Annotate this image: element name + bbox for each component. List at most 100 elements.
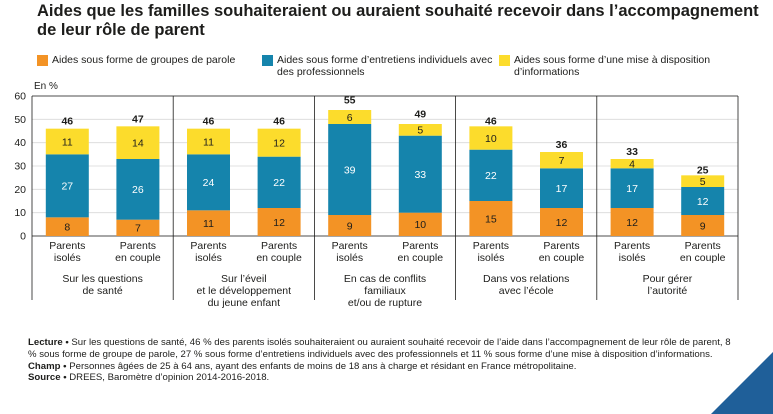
category-label: Parents — [261, 240, 297, 252]
category-label: Parents — [473, 240, 509, 252]
bar-value-label: 14 — [132, 137, 144, 149]
bar-value-label: 11 — [62, 136, 73, 148]
group-label: En cas de conflits — [344, 273, 426, 285]
bar-segment — [187, 128, 230, 155]
category-label: Parents — [190, 240, 226, 252]
bar-total-label: 46 — [485, 116, 497, 128]
bar-segment — [187, 210, 230, 236]
note-source-text: DREES, Baromètre d’opinion 2014-2016-201… — [69, 372, 270, 384]
group-label: avec l’école — [499, 285, 554, 297]
note-source-label: Source • — [28, 372, 67, 384]
bar-segment — [681, 187, 725, 215]
bar-value-label: 11 — [203, 136, 214, 148]
bar-segment — [45, 154, 89, 218]
bar-segment — [116, 159, 160, 220]
group-label: et/ou de rupture — [348, 297, 422, 309]
corner-decoration — [711, 352, 773, 414]
bar-segment — [540, 168, 583, 208]
bar-value-label: 17 — [556, 183, 568, 195]
legend-swatch-orange — [37, 55, 48, 66]
group-label: Sur les questions — [62, 273, 143, 285]
bar-segment — [398, 124, 442, 136]
bar-total-label: 46 — [273, 116, 285, 128]
legend-label: Aides sous forme d’entretiens individuel… — [277, 54, 493, 78]
note-lecture-label: Lecture • — [28, 337, 69, 348]
bar-value-label: 22 — [485, 170, 497, 182]
bar-segment — [257, 208, 301, 236]
bar-total-label: 33 — [626, 146, 638, 158]
y-tick-label: 30 — [14, 161, 26, 173]
category-label: Parents — [120, 240, 156, 252]
bar-value-label: 12 — [626, 217, 638, 229]
legend-swatch-blue — [262, 55, 273, 66]
bar-value-label: 15 — [485, 213, 497, 225]
bar-total-label: 49 — [414, 109, 426, 121]
bar-value-label: 22 — [273, 177, 285, 189]
chart-notes: Lecture • Sur les questions de santé, 46… — [28, 337, 740, 384]
bar-value-label: 10 — [485, 133, 497, 145]
bar-value-label: 12 — [273, 217, 285, 229]
legend-label: Aides sous forme de groupes de parole — [52, 54, 236, 66]
group-label: de santé — [82, 285, 122, 297]
legend-swatch-yellow — [499, 55, 510, 66]
bar-value-label: 8 — [64, 221, 70, 233]
bar-segment — [610, 159, 654, 169]
bar-segment — [469, 201, 513, 236]
bar-value-label: 39 — [344, 164, 356, 176]
category-label: Parents — [543, 240, 579, 252]
category-label: en couple — [256, 252, 302, 264]
bar-segment — [328, 215, 372, 236]
bar-segment — [187, 154, 230, 211]
bar-segment — [328, 110, 372, 124]
group-label: Pour gérer — [643, 273, 693, 285]
bar-segment — [469, 149, 513, 201]
bar-segment — [45, 217, 89, 236]
category-label: Parents — [614, 240, 650, 252]
group-label: Sur l’éveil — [221, 273, 267, 285]
bar-segment — [469, 126, 513, 150]
y-axis-unit: En % — [34, 81, 58, 92]
bar-value-label: 17 — [626, 183, 638, 195]
y-tick-label: 40 — [14, 137, 26, 149]
note-champ: Champ • Personnes âgées de 25 à 64 ans, … — [28, 361, 740, 373]
bar-total-label: 46 — [61, 116, 73, 128]
category-label: en couple — [680, 252, 726, 264]
category-label: isolés — [477, 252, 504, 264]
category-label: en couple — [539, 252, 585, 264]
bar-segment — [540, 208, 583, 236]
bar-segment — [540, 152, 583, 169]
bar-value-label: 12 — [697, 196, 709, 208]
category-label: isolés — [195, 252, 222, 264]
bar-value-label: 5 — [700, 176, 706, 188]
bar-value-label: 4 — [629, 158, 635, 170]
category-label: Parents — [332, 240, 368, 252]
y-tick-label: 50 — [14, 114, 26, 126]
chart-title: Aides que les familles souhaiteraient ou… — [37, 2, 759, 39]
bar-total-label: 47 — [132, 113, 144, 125]
group-label: et le développement — [197, 285, 292, 297]
y-tick-label: 20 — [14, 184, 26, 196]
bar-value-label: 33 — [414, 169, 426, 181]
y-tick-label: 0 — [20, 231, 26, 243]
note-source: Source • DREES, Baromètre d’opinion 2014… — [28, 372, 740, 384]
category-label: en couple — [115, 252, 161, 264]
category-label: isolés — [336, 252, 363, 264]
bar-value-label: 12 — [556, 217, 568, 229]
y-tick-label: 10 — [14, 207, 26, 219]
category-label: Parents — [49, 240, 85, 252]
category-label: isolés — [54, 252, 81, 264]
note-champ-text: Personnes âgées de 25 à 64 ans, ayant de… — [69, 360, 577, 372]
bar-segment — [116, 126, 160, 159]
bar-segment — [45, 128, 89, 155]
group-label: familiaux — [364, 285, 406, 297]
bar-value-label: 27 — [61, 181, 73, 193]
category-label: isolés — [619, 252, 646, 264]
bar-total-label: 46 — [203, 116, 215, 128]
category-label: Parents — [685, 240, 721, 252]
bar-segment — [610, 208, 654, 236]
bar-value-label: 26 — [132, 184, 144, 196]
note-lecture: Lecture • Sur les questions de santé, 46… — [28, 337, 740, 361]
bar-segment — [681, 175, 725, 187]
bar-segment — [116, 219, 160, 236]
bar-segment — [681, 215, 725, 236]
